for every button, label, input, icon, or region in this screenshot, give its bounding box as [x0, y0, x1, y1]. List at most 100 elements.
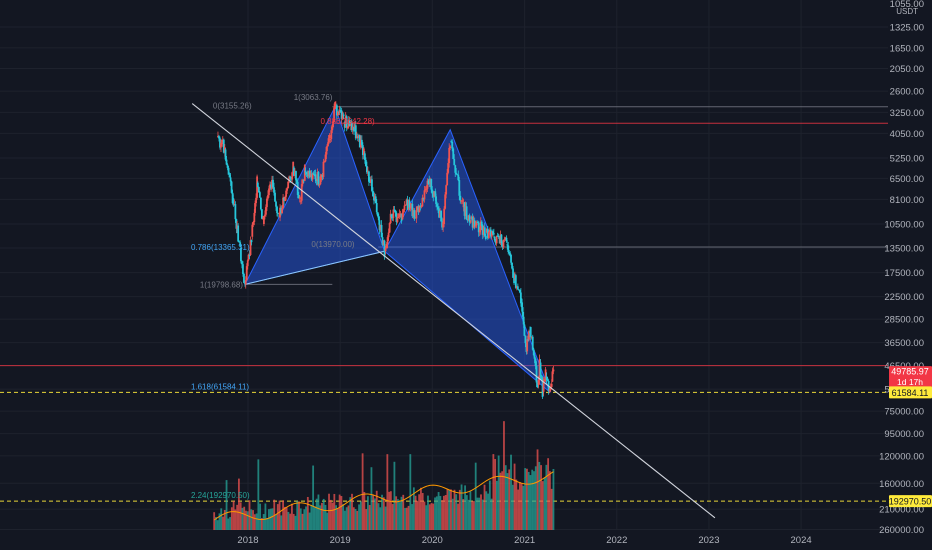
candle-body	[376, 212, 379, 217]
candle-body	[350, 122, 353, 131]
volume-bar	[248, 500, 251, 530]
candle-body	[506, 244, 509, 246]
candle-body	[250, 240, 253, 243]
volume-bar	[480, 494, 482, 530]
volume-bar	[229, 517, 231, 530]
y-tick-label-partial: 1055.00	[890, 0, 924, 10]
candle-body	[399, 213, 402, 215]
volume-bar	[467, 499, 470, 530]
volume-bar	[404, 507, 406, 530]
candle-body	[343, 122, 346, 128]
candle-body	[378, 220, 381, 231]
candle-body	[513, 275, 516, 278]
candle-body	[512, 268, 514, 278]
candle-body	[402, 210, 405, 213]
candle-body	[299, 200, 302, 202]
candle-body	[239, 242, 242, 247]
volume-bar	[430, 503, 433, 530]
volume-bar	[522, 485, 525, 530]
volume-bar	[421, 493, 424, 530]
candle-body	[275, 201, 277, 207]
candle-body	[507, 245, 510, 253]
volume-bar	[503, 421, 505, 530]
candle-body	[413, 210, 416, 218]
volume-bar	[259, 503, 262, 530]
candle-body	[370, 179, 372, 183]
candle-body	[469, 221, 472, 223]
volume-bar	[490, 498, 493, 530]
candle-body	[330, 130, 333, 140]
volume-ma-line	[213, 471, 554, 521]
candle-body	[359, 139, 362, 148]
candle-body	[538, 359, 541, 381]
candle-body	[450, 141, 453, 143]
candle-body	[542, 381, 545, 392]
y-tick-label: 6500.00	[890, 174, 924, 185]
volume-bar	[238, 478, 240, 530]
trendline[interactable]	[191, 103, 716, 519]
volume-bar	[285, 506, 288, 530]
candle-body	[534, 358, 537, 366]
candle-body	[295, 180, 298, 182]
volume-bar	[243, 506, 246, 530]
y-tick-label: 10500.00	[884, 220, 924, 231]
candle-body	[522, 316, 525, 325]
candle-body	[317, 172, 320, 185]
volume-bar	[511, 484, 514, 530]
volume-bar	[393, 461, 396, 530]
candle-body	[470, 216, 473, 220]
candle-body	[217, 136, 219, 138]
candle-body	[293, 167, 295, 176]
volume-bar	[499, 472, 502, 530]
y-tick-label: 160000.00	[879, 479, 924, 490]
candle-body	[367, 171, 369, 173]
candle-body	[439, 210, 441, 218]
candle-body	[273, 187, 275, 193]
volume-bar	[411, 504, 413, 530]
candle-body	[431, 189, 434, 194]
candle-body	[235, 219, 238, 229]
volume-bar	[434, 497, 436, 530]
candle-body	[360, 139, 363, 146]
x-tick-label: 2019	[330, 535, 351, 546]
candle-body	[543, 379, 546, 382]
candle-body	[471, 216, 474, 228]
candle-body	[340, 110, 343, 120]
volume-bar	[513, 463, 516, 530]
volume-bar	[545, 464, 548, 530]
pattern-point-label: 1(19798.68)	[200, 280, 243, 289]
candle-body	[365, 165, 368, 173]
candle-body	[272, 179, 274, 188]
volume-bar	[222, 516, 224, 530]
candle-body	[434, 191, 437, 197]
candle-body	[279, 207, 281, 218]
candle-body	[221, 139, 224, 143]
volume-bar	[407, 505, 410, 530]
volume-bar	[397, 499, 399, 530]
volume-bar	[275, 514, 277, 530]
candle-body	[295, 171, 297, 181]
candle-body	[310, 173, 313, 180]
candle-body	[453, 158, 456, 166]
candle-body	[393, 209, 396, 211]
y-tick-label: 120000.00	[879, 451, 924, 462]
candle-body	[379, 225, 382, 231]
candle-body	[539, 362, 542, 378]
candle-body	[364, 159, 367, 166]
volume-bar	[310, 504, 313, 530]
candle-body	[523, 324, 526, 336]
y-tick-label: 8100.00	[890, 195, 924, 206]
candle-body	[334, 105, 337, 107]
y-tick-label: 22500.00	[884, 292, 924, 303]
candle-body	[308, 171, 311, 178]
last-price-countdown: 1d 17h	[897, 377, 923, 387]
candle-body	[316, 172, 319, 182]
volume-bar	[359, 501, 362, 530]
candle-body	[373, 196, 376, 199]
candle-body	[548, 389, 551, 391]
candle-body	[433, 191, 436, 197]
volume-bar	[308, 512, 311, 530]
volume-bar	[363, 492, 366, 530]
time-axis[interactable]: 2018 2019 2020 2021 2022 2023 2024	[237, 535, 811, 546]
